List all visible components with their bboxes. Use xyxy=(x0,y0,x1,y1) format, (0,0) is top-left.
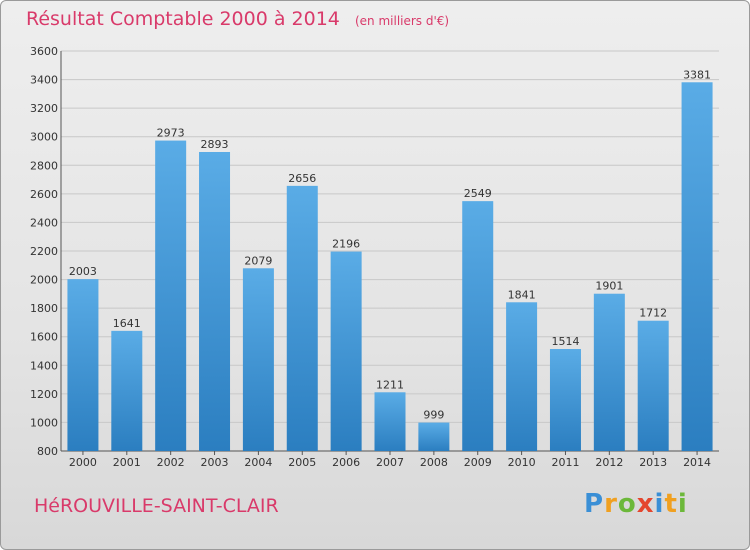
x-tick-label: 2007 xyxy=(376,456,404,469)
bar xyxy=(111,330,143,451)
y-tick-label: 1600 xyxy=(30,331,58,344)
x-tick-label: 2012 xyxy=(595,456,623,469)
bar xyxy=(462,201,494,451)
bar xyxy=(418,422,450,451)
x-tick-label: 2004 xyxy=(244,456,272,469)
y-tick-label: 800 xyxy=(37,445,58,458)
bar xyxy=(67,279,99,451)
x-tick-label: 2003 xyxy=(201,456,229,469)
commune-name: HéROUVILLE-SAINT-CLAIR xyxy=(34,495,279,517)
bar xyxy=(155,140,187,452)
data-label: 3381 xyxy=(683,68,711,81)
y-tick-label: 2400 xyxy=(30,216,58,229)
y-tick-label: 2600 xyxy=(30,188,58,201)
data-label: 1901 xyxy=(595,280,623,293)
y-tick-label: 3600 xyxy=(30,45,58,58)
data-label: 999 xyxy=(423,409,444,422)
bar xyxy=(681,82,713,452)
bar xyxy=(242,268,274,451)
y-tick-label: 2000 xyxy=(30,274,58,287)
data-label: 2079 xyxy=(244,254,272,267)
y-tick-label: 3400 xyxy=(30,74,58,87)
y-tick-labels: 800 1000 1200 1400 1600 1800 2000 2200 2400 2600 2… xyxy=(30,45,58,458)
y-tick-label: 2200 xyxy=(30,245,58,258)
x-tick-label: 2006 xyxy=(332,456,360,469)
data-label: 2549 xyxy=(464,187,492,200)
data-label: 2656 xyxy=(288,172,316,185)
data-label: 2196 xyxy=(332,238,360,251)
chart-title: Résultat Comptable 2000 à 2014 xyxy=(26,8,340,30)
bar xyxy=(374,392,406,451)
data-label: 1514 xyxy=(551,335,579,348)
x-tick-label: 2005 xyxy=(288,456,316,469)
x-tick-label: 2014 xyxy=(683,456,711,469)
x-tick-label: 2010 xyxy=(508,456,536,469)
bar xyxy=(199,152,231,451)
y-tick-label: 2800 xyxy=(30,159,58,172)
data-label: 1211 xyxy=(376,378,404,391)
bar xyxy=(286,185,318,451)
y-tick-label: 1200 xyxy=(30,388,58,401)
y-tick-label: 1000 xyxy=(30,416,58,429)
x-tick-label: 2011 xyxy=(551,456,579,469)
bar xyxy=(506,302,538,451)
y-tick-label: 1800 xyxy=(30,302,58,315)
bar xyxy=(637,320,669,451)
x-tick-label: 2009 xyxy=(464,456,492,469)
x-tick-label: 2013 xyxy=(639,456,667,469)
data-label: 1641 xyxy=(113,317,141,330)
y-tick-label: 1400 xyxy=(30,359,58,372)
chart-title-block: Résultat Comptable 2000 à 2014 (en milli… xyxy=(26,8,449,30)
bar xyxy=(593,293,625,451)
bar xyxy=(549,349,581,451)
data-label: 1841 xyxy=(508,288,536,301)
proxiti-logo[interactable]: Proxiti xyxy=(584,489,688,519)
bars xyxy=(67,82,713,452)
x-tick-label: 2008 xyxy=(420,456,448,469)
data-label: 2003 xyxy=(69,265,97,278)
x-tick-label: 2000 xyxy=(69,456,97,469)
data-labels: 2003 1641 2973 2893 2079 2656 2196 1211 999 2549 1… xyxy=(69,68,711,421)
x-tick-labels: 2000 2001 2002 2003 2004 2005 2006 2007 2008 2009… xyxy=(69,456,711,469)
x-tick-label: 2002 xyxy=(157,456,185,469)
data-label: 1712 xyxy=(639,307,667,320)
x-tick-label: 2001 xyxy=(113,456,141,469)
y-tick-label: 3200 xyxy=(30,102,58,115)
data-label: 2893 xyxy=(201,138,229,151)
y-tick-label: 3000 xyxy=(30,131,58,144)
chart-subtitle: (en milliers d'€) xyxy=(354,14,450,28)
data-label: 2973 xyxy=(157,127,185,140)
bar xyxy=(330,251,362,451)
